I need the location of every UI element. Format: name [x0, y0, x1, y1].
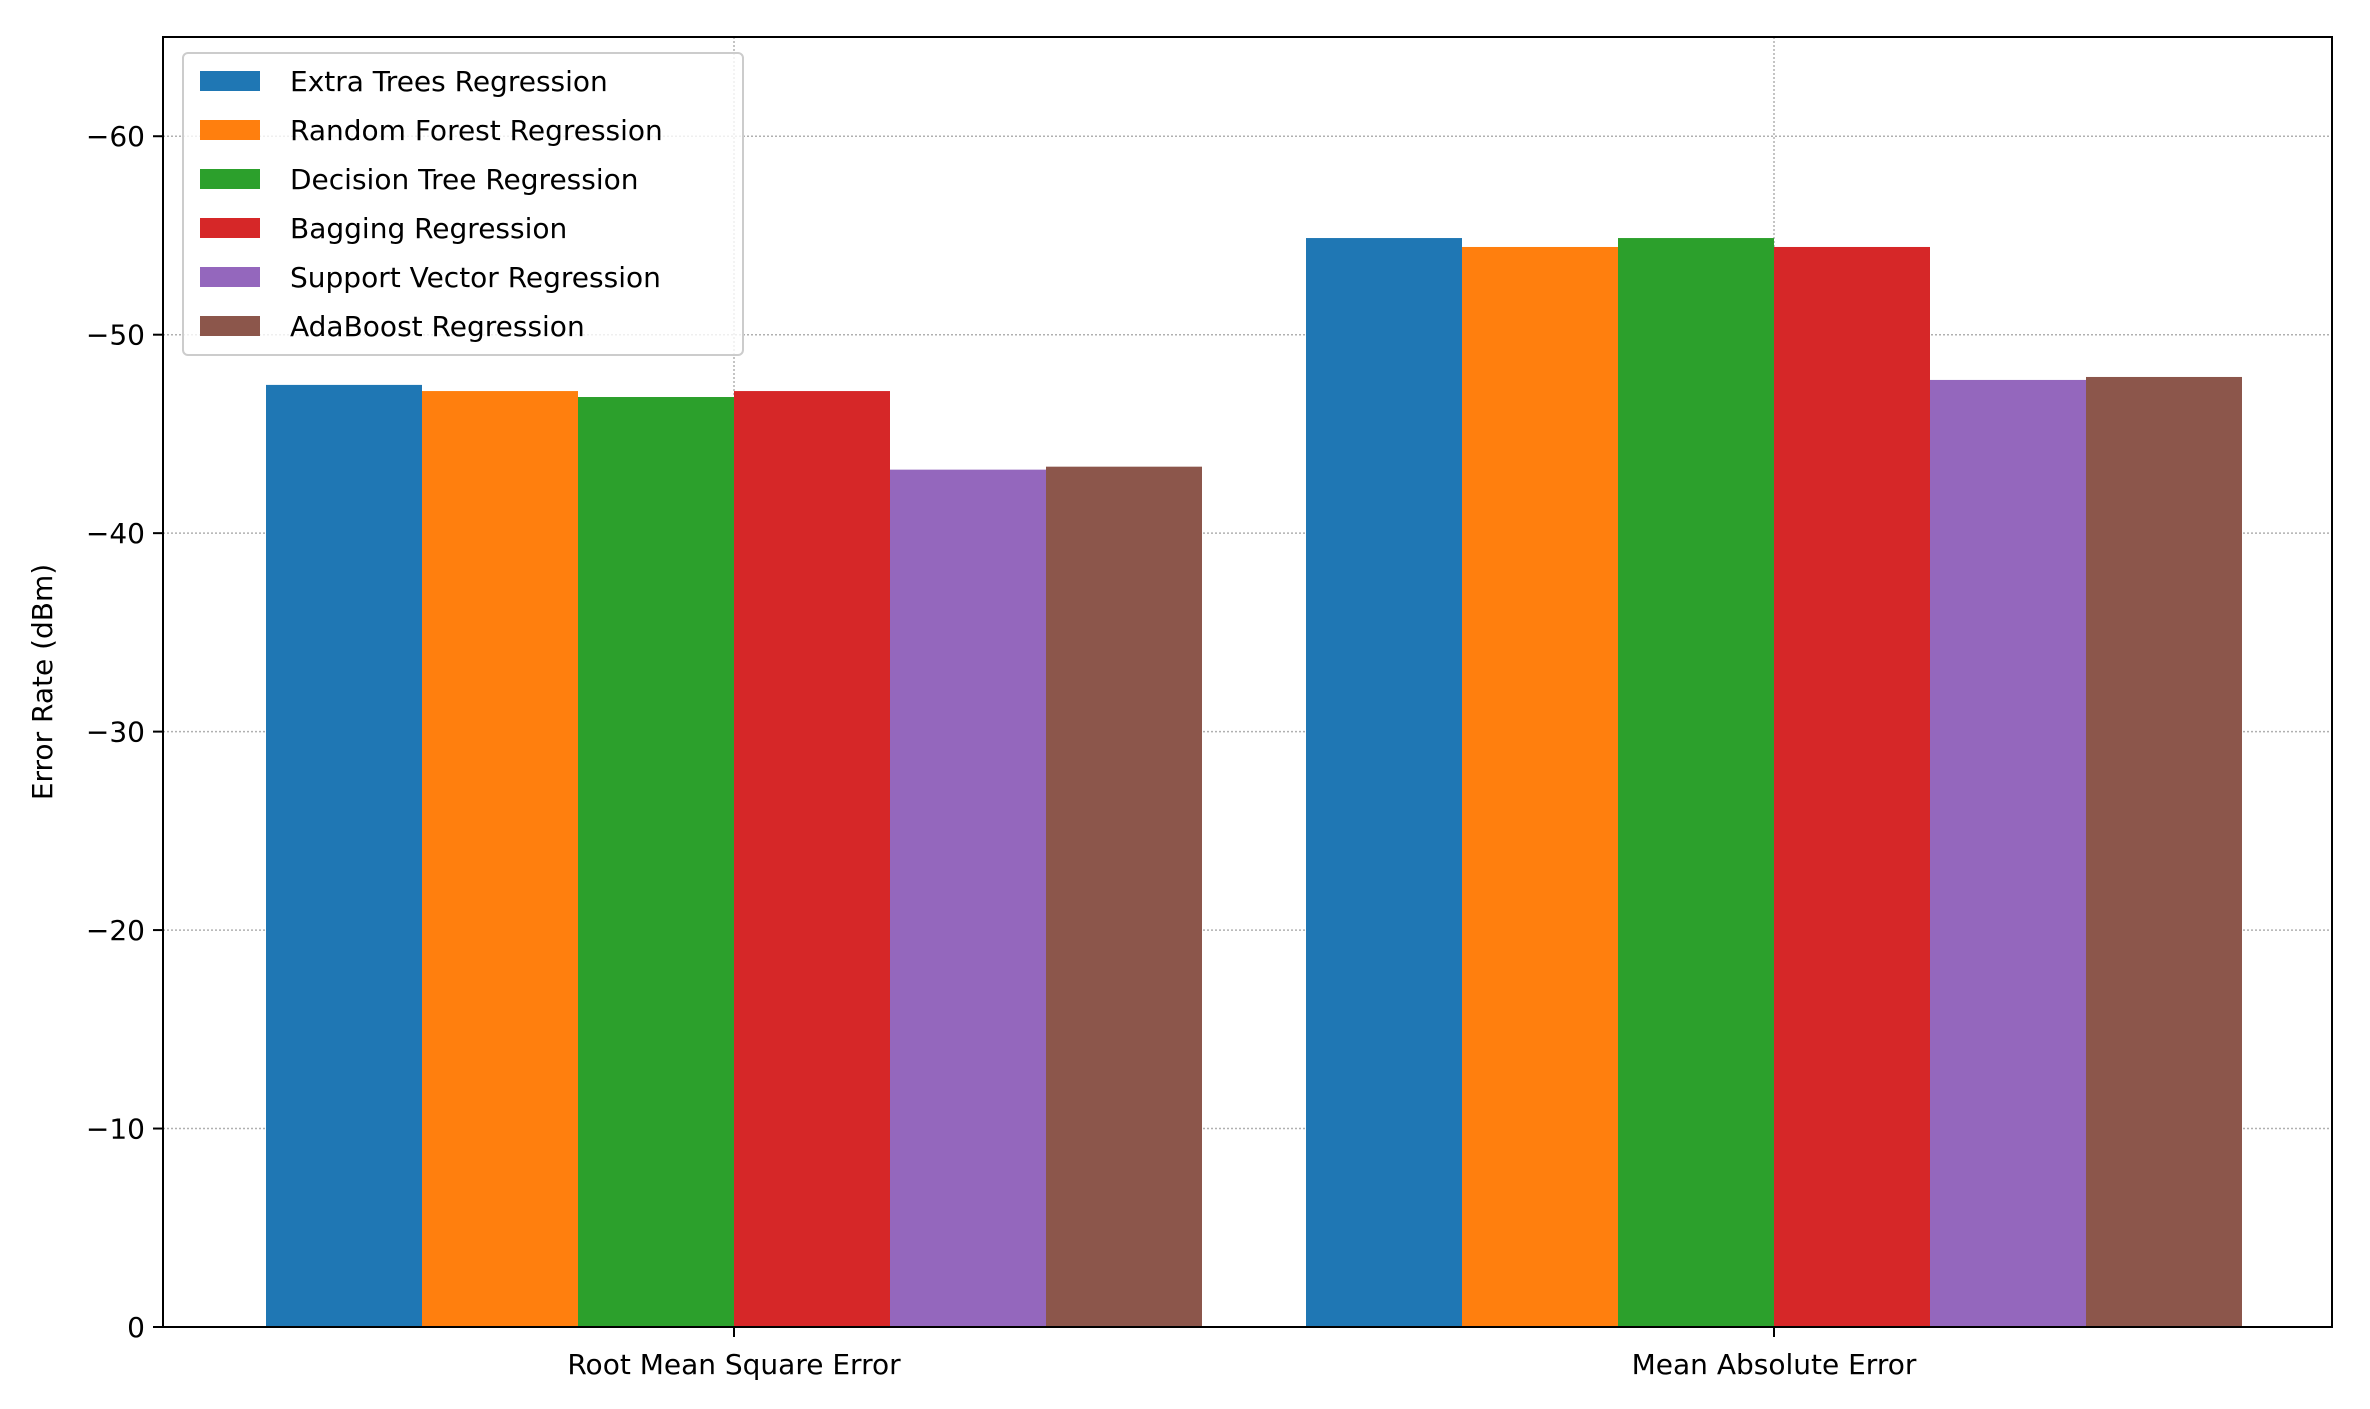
- legend-label: Decision Tree Regression: [290, 163, 639, 196]
- legend-label: Random Forest Regression: [290, 114, 663, 147]
- bar: [734, 391, 890, 1327]
- y-axis-label: Error Rate (dBm): [26, 564, 59, 800]
- bar: [1618, 238, 1774, 1328]
- bar: [1462, 246, 1618, 1328]
- bar: [1306, 238, 1462, 1328]
- legend-label: Extra Trees Regression: [290, 65, 608, 98]
- bar: [1774, 246, 1930, 1328]
- bar: [2086, 376, 2242, 1328]
- legend-swatch: [200, 218, 260, 238]
- legend-label: Support Vector Regression: [290, 261, 661, 294]
- bar: [578, 397, 734, 1327]
- y-tick-label: −30: [86, 716, 145, 749]
- legend-swatch: [200, 71, 260, 91]
- bars: [266, 238, 2242, 1328]
- legend-label: AdaBoost Regression: [290, 310, 585, 343]
- legend-label: Bagging Regression: [290, 212, 567, 245]
- bar: [422, 391, 578, 1327]
- bar: [890, 469, 1046, 1328]
- y-tick-label: 0: [127, 1311, 145, 1344]
- x-tick-label: Mean Absolute Error: [1632, 1348, 1917, 1381]
- legend-swatch: [200, 316, 260, 336]
- y-tick-label: −20: [86, 914, 145, 947]
- legend-swatch: [200, 120, 260, 140]
- y-tick-label: −40: [86, 517, 145, 550]
- x-tick-label: Root Mean Square Error: [567, 1348, 901, 1381]
- legend: Extra Trees Regression Random Forest Regr…: [182, 52, 744, 356]
- legend-box: [182, 52, 744, 356]
- legend-swatch: [200, 267, 260, 287]
- axes-frame: [162, 36, 2333, 1328]
- bar: [1930, 379, 2086, 1327]
- legend-swatch: [200, 169, 260, 189]
- y-tick-label: −50: [86, 319, 145, 352]
- y-tick-label: −10: [86, 1113, 145, 1146]
- bar: [266, 384, 422, 1327]
- x-axis: Root Mean Square Error Mean Absolute Erro…: [567, 1327, 1917, 1381]
- y-tick-label: −60: [86, 120, 145, 153]
- y-axis: 0 −10 −20 −30 −40 −50 −60: [86, 120, 163, 1344]
- bar: [1046, 466, 1202, 1328]
